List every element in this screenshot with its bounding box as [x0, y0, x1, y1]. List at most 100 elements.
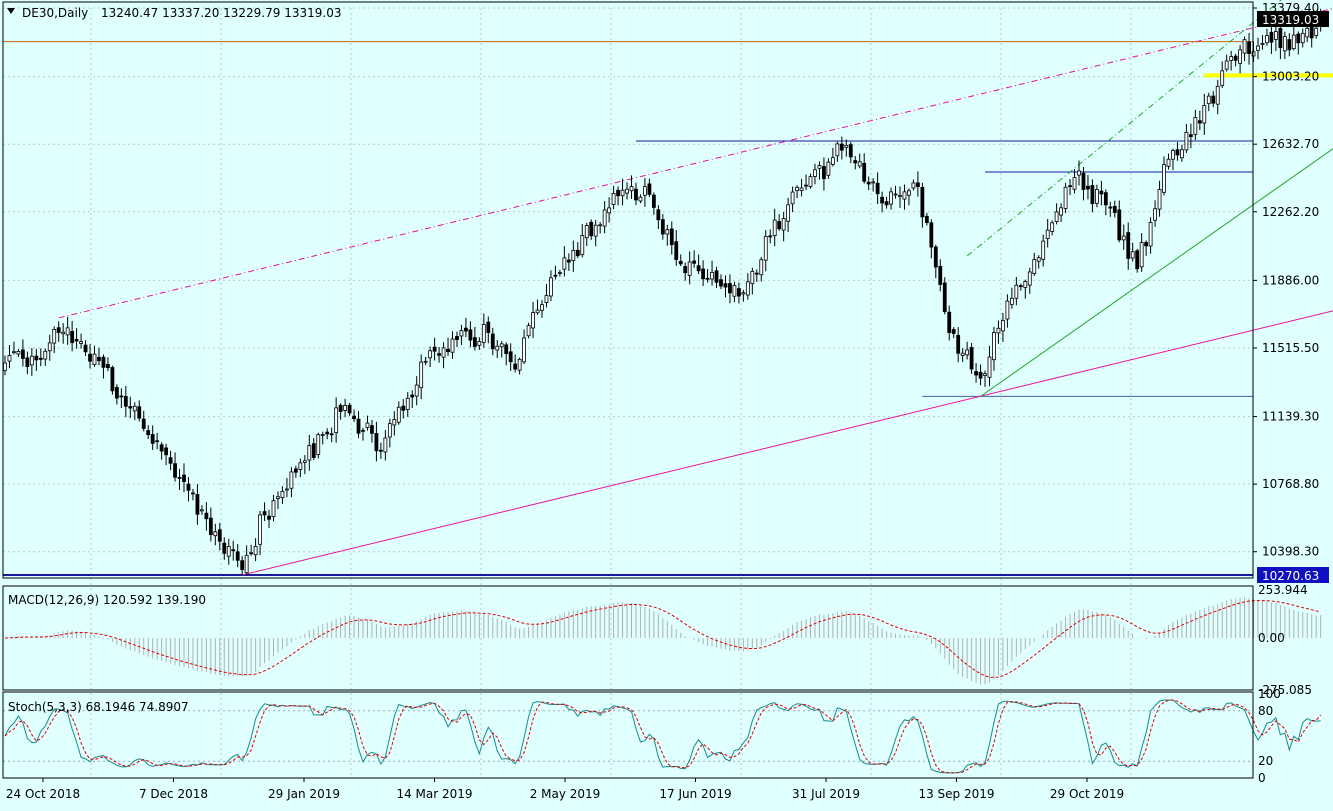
candle-body [558, 272, 562, 274]
candle-body [293, 468, 298, 473]
candle-body [889, 191, 893, 205]
channel-upper-trendline [58, 7, 1333, 319]
candle-body [674, 241, 679, 260]
candle-body [88, 353, 92, 362]
x-tick-label: 7 Dec 2018 [139, 787, 208, 801]
candle-body [602, 209, 607, 227]
candle-body [486, 321, 491, 333]
candle-body [678, 260, 683, 265]
candle-body [772, 219, 777, 236]
candle-body [97, 356, 101, 362]
candle-body [857, 161, 862, 167]
candle-body [38, 357, 43, 360]
candle-body [916, 182, 920, 188]
symbol-label[interactable]: DE30,Daily [22, 6, 88, 20]
candle-body [1242, 39, 1247, 54]
candle-body [258, 514, 262, 545]
candle-body [719, 279, 723, 287]
candle-body [244, 554, 249, 574]
candle-body [1144, 242, 1149, 247]
candle-body [781, 218, 786, 231]
candle-body [1166, 158, 1171, 167]
candle-body [325, 431, 330, 435]
candle-body [531, 312, 535, 329]
candle-body [710, 271, 714, 280]
y-tick-label: 11515.50 [1262, 341, 1319, 355]
candle-body [929, 222, 934, 248]
candle-body [329, 433, 334, 436]
candle-body [669, 228, 674, 246]
candle-body [737, 288, 741, 297]
candle-body [540, 304, 544, 311]
candle-body [1014, 284, 1019, 299]
candle-body [571, 249, 576, 261]
candle-body [495, 345, 500, 351]
candle-body [481, 324, 486, 343]
candle-body [1121, 235, 1126, 241]
candle-body [813, 169, 817, 177]
stoch-label: Stoch(5,3,3) 68.1946 74.8907 [8, 700, 189, 714]
candle-body [1032, 259, 1037, 275]
candle-body [92, 353, 97, 366]
stoch-signal-line [4, 699, 1322, 774]
candle-body [387, 423, 392, 438]
candle-body [222, 542, 227, 554]
candle-body [307, 445, 312, 461]
candle-body [754, 272, 759, 275]
x-tick-label: 14 Mar 2019 [396, 787, 472, 801]
candle-body [1300, 32, 1305, 44]
candles-layer [3, 8, 1323, 576]
candle-body [638, 196, 643, 202]
candle-body [159, 444, 164, 452]
candle-body [987, 356, 992, 378]
trendlines-layer [3, 0, 1333, 576]
candle-body [795, 186, 799, 192]
candle-body [969, 347, 974, 370]
y-tick-label: 10398.30 [1262, 545, 1319, 559]
candle-body [231, 549, 236, 552]
candle-body [978, 371, 983, 379]
candle-body [365, 422, 370, 428]
candle-body [195, 494, 200, 515]
candle-body [1023, 281, 1028, 288]
candle-body [1215, 85, 1220, 105]
candle-body [634, 188, 638, 201]
candle-body [472, 337, 477, 347]
candle-body [217, 529, 222, 542]
candle-body [808, 176, 813, 187]
candle-body [347, 404, 352, 414]
candle-body [267, 515, 271, 520]
candle-body [123, 396, 128, 407]
channel-lower-trendline [242, 310, 1333, 576]
low-price-badge [1257, 567, 1329, 583]
candle-body [517, 358, 522, 371]
candle-body [173, 463, 177, 478]
candle-body [1077, 170, 1081, 176]
candle-body [1063, 186, 1068, 209]
candle-body [276, 496, 280, 499]
candle-body [643, 186, 647, 196]
candle-body [455, 336, 459, 340]
candle-body [580, 235, 585, 256]
candle-body [432, 346, 437, 352]
candle-body [352, 415, 356, 420]
candle-body [629, 186, 634, 192]
chevron-down-icon[interactable] [7, 8, 15, 14]
candle-body [1112, 206, 1117, 213]
candle-body [956, 334, 961, 354]
candle-body [146, 430, 151, 436]
candle-body [285, 488, 289, 491]
candle-body [513, 363, 518, 370]
candle-body [907, 190, 911, 196]
candle-body [880, 196, 884, 204]
candle-body [280, 490, 285, 498]
candle-body [607, 207, 612, 214]
candle-body [208, 517, 213, 536]
candle-body [951, 329, 956, 334]
candle-body [566, 259, 571, 263]
last-price-label: 13319.03 [1262, 13, 1319, 27]
candle-body [1059, 207, 1063, 216]
candle-body [401, 405, 406, 411]
candle-body [1265, 35, 1269, 44]
